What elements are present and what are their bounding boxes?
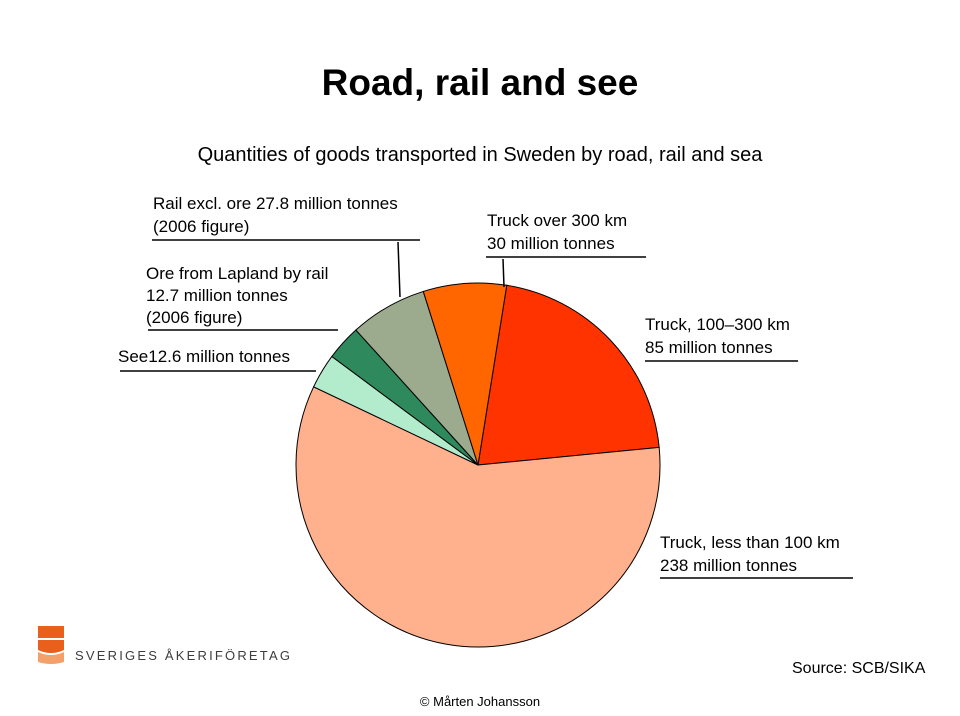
logo-text: SVERIGES ÅKERIFÖRETAG — [75, 648, 293, 663]
label-truck-lt100-line2: 238 million tonnes — [660, 556, 798, 575]
label-ore-line3: (2006 figure) — [146, 308, 243, 327]
callout-leader-truck-gt300 — [502, 258, 505, 288]
label-ore-line2: 12.7 million tonnes — [146, 286, 288, 305]
akeriforetag-logo-icon — [38, 626, 68, 671]
label-sea: See12.6 million tonnes — [118, 347, 291, 366]
callout-leader-rail — [397, 241, 401, 298]
label-truck-gt300-line1: Truck over 300 km — [487, 211, 628, 230]
pie-slice-truck-lt100 — [295, 386, 661, 648]
page-subtitle: Quantities of goods transported in Swede… — [197, 144, 763, 166]
label-rail-line2: (2006 figure) — [153, 217, 250, 236]
copyright-note: © Mårten Johansson — [419, 694, 541, 709]
pie-slice-truck-gt300 — [422, 282, 508, 466]
label-rail-line1: Rail excl. ore 27.8 million tonnes — [153, 194, 398, 213]
label-truck-100-300-line1: Truck, 100–300 km — [645, 315, 790, 334]
page-title: Road, rail and see — [321, 62, 639, 103]
label-truck-gt300-line2: 30 million tonnes — [487, 234, 615, 253]
label-ore-line1: Ore from Lapland by rail — [146, 264, 329, 283]
source-note: Source: SCB/SIKA — [792, 660, 926, 677]
label-truck-100-300-line2: 85 million tonnes — [645, 338, 773, 357]
pie-slice-truck-100-300 — [477, 284, 660, 466]
label-truck-lt100-line1: Truck, less than 100 km — [660, 533, 840, 552]
